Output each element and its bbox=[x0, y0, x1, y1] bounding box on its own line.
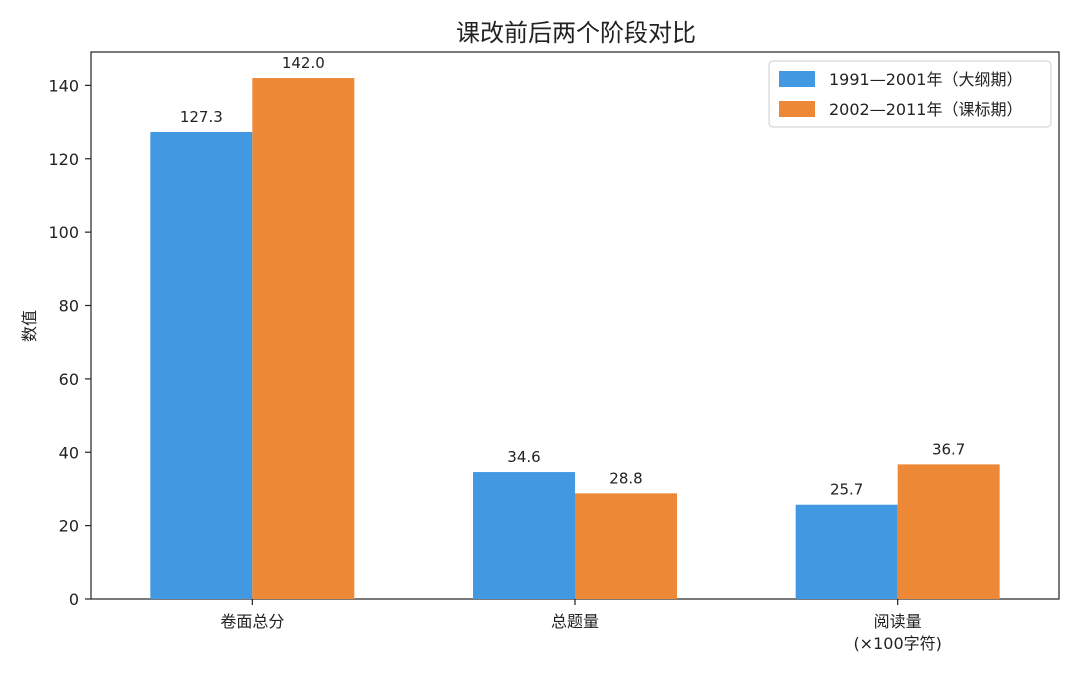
bar-series1-3 bbox=[795, 504, 898, 599]
x-tick-label-1: 卷面总分 bbox=[220, 612, 284, 631]
x-tick-label-2: 总题量 bbox=[551, 612, 599, 631]
y-tick-label-5: 100 bbox=[48, 223, 79, 242]
legend-box bbox=[768, 60, 1052, 128]
data-label-series1-2: 34.6 bbox=[507, 448, 540, 466]
y-tick-label-4: 80 bbox=[59, 297, 79, 316]
y-tick-label-3: 60 bbox=[59, 370, 79, 389]
y-tick-label-2: 40 bbox=[59, 443, 79, 462]
legend: 1991—2001年（大纲期） 2002—2011年（课标期） bbox=[768, 60, 1052, 128]
data-label-series2-3: 36.7 bbox=[932, 440, 965, 458]
legend-label-2: 2002—2011年（课标期） bbox=[829, 100, 1022, 119]
bar-series2-1 bbox=[252, 78, 355, 600]
bar-series1-1 bbox=[150, 131, 253, 599]
y-tick-label-7: 140 bbox=[48, 76, 79, 95]
legend-swatch-2 bbox=[779, 101, 815, 117]
data-label-series2-2: 28.8 bbox=[609, 469, 642, 487]
legend-swatch-1 bbox=[779, 71, 815, 87]
bar-series2-2 bbox=[575, 493, 677, 599]
data-label-series1-1: 127.3 bbox=[180, 108, 223, 126]
bar-series2-3 bbox=[897, 464, 1000, 599]
y-axis-label: 数值 bbox=[20, 310, 39, 342]
y-tick-label-6: 120 bbox=[48, 150, 79, 169]
legend-label-1: 1991—2001年（大纲期） bbox=[829, 70, 1022, 89]
plot-area: 0 20 40 60 80 100 120 140 127.3 142.0 卷面总分 34.6 28.8… bbox=[48, 51, 1060, 653]
data-label-series2-1: 142.0 bbox=[282, 54, 325, 72]
y-tick-label-0: 0 bbox=[69, 590, 79, 609]
chart-title: 课改前后两个阶段对比 bbox=[456, 19, 696, 47]
y-tick-label-1: 20 bbox=[59, 517, 79, 536]
bar-series1-2 bbox=[473, 472, 575, 599]
x-tick-label-3: 阅读量(×100字符) bbox=[853, 612, 941, 653]
data-label-series1-3: 25.7 bbox=[830, 481, 863, 499]
